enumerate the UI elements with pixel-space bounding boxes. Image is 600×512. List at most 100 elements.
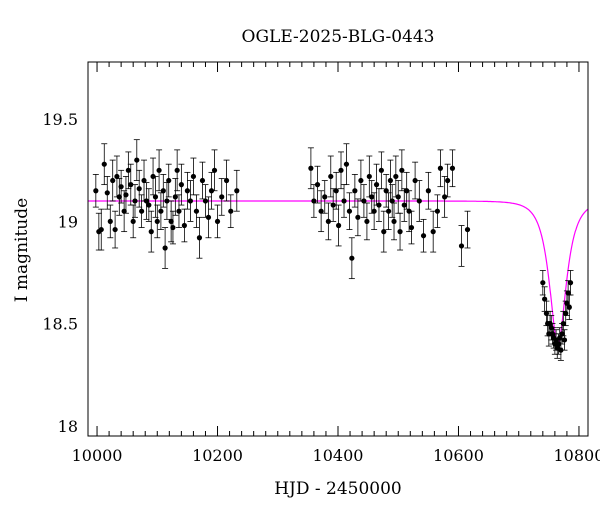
point-marker	[361, 198, 367, 204]
data-point	[434, 194, 441, 228]
data-point	[190, 157, 197, 196]
data-point	[318, 190, 325, 233]
x-tick-labels: 10000 10200 10400 10600 10800	[72, 446, 600, 465]
point-marker	[143, 198, 150, 204]
point-marker	[205, 214, 212, 220]
data-point	[162, 227, 169, 269]
point-marker	[560, 320, 566, 327]
data-point	[122, 176, 129, 214]
point-marker	[333, 188, 339, 194]
point-marker	[399, 167, 405, 173]
data-point	[118, 169, 125, 204]
data-point	[307, 147, 314, 190]
data-point	[378, 151, 385, 190]
x-tick-label: 10600	[433, 446, 484, 465]
data-point	[391, 202, 398, 241]
data-point	[371, 192, 378, 230]
point-marker	[387, 177, 394, 184]
data-point	[416, 180, 423, 222]
data-point	[165, 163, 172, 198]
data-point	[202, 184, 209, 218]
point-marker	[181, 222, 187, 229]
data-point	[458, 225, 465, 267]
point-marker	[110, 177, 116, 184]
model-curve	[88, 200, 588, 345]
data-point	[154, 204, 161, 239]
data-point	[351, 174, 358, 208]
point-marker	[352, 188, 358, 194]
data-point	[205, 196, 212, 239]
data-point	[444, 163, 451, 198]
point-marker	[228, 208, 234, 214]
data-point	[566, 294, 573, 320]
point-marker	[338, 167, 344, 173]
data-point	[383, 174, 390, 208]
data-point	[125, 151, 132, 190]
data-point	[175, 194, 182, 228]
point-marker	[464, 226, 471, 233]
point-marker	[128, 182, 134, 188]
point-marker	[397, 229, 403, 235]
point-marker	[130, 218, 136, 225]
data-point	[223, 159, 230, 202]
point-marker	[364, 218, 370, 225]
point-marker	[116, 194, 122, 200]
data-point	[314, 165, 321, 204]
chart-title: OGLE-2025-BLG-0443	[242, 27, 435, 47]
data-point	[160, 174, 167, 208]
data-point	[127, 163, 134, 206]
point-marker	[156, 167, 162, 173]
point-marker	[349, 255, 355, 261]
data-point	[227, 194, 234, 228]
point-marker	[318, 208, 324, 214]
data-point	[172, 178, 179, 216]
point-marker	[445, 177, 451, 184]
x-tick-label: 10000	[72, 446, 123, 465]
data-point	[156, 149, 163, 192]
point-marker	[425, 188, 431, 194]
x-axis-label: HJD - 2450000	[274, 479, 402, 499]
point-marker	[139, 208, 145, 214]
point-marker	[416, 198, 422, 204]
point-marker	[132, 198, 138, 204]
data-point	[196, 216, 203, 259]
point-marker	[104, 190, 110, 196]
data-point	[398, 149, 405, 192]
data-point	[181, 208, 188, 243]
x-tick-label: 10400	[313, 446, 364, 465]
data-point	[561, 329, 568, 351]
point-marker	[176, 208, 182, 214]
point-marker	[355, 214, 361, 220]
point-marker	[118, 184, 124, 190]
data-point	[539, 270, 546, 296]
point-marker	[193, 208, 200, 214]
axis-ticks	[96, 62, 580, 436]
point-marker	[154, 218, 160, 225]
point-marker	[98, 226, 104, 233]
data-point	[425, 171, 432, 210]
data-point	[368, 180, 375, 214]
point-marker	[172, 194, 178, 200]
point-marker	[341, 198, 347, 204]
data-point	[187, 180, 194, 222]
x-tick-label: 10200	[192, 446, 243, 465]
point-marker	[330, 202, 336, 208]
data-point	[145, 188, 152, 222]
data-point	[310, 184, 317, 218]
data-point	[343, 143, 350, 186]
data-point	[233, 169, 240, 212]
point-marker	[395, 194, 401, 200]
y-axis-label: I magnitude	[12, 198, 32, 302]
data-point	[363, 202, 370, 241]
point-marker	[146, 202, 152, 208]
point-marker	[393, 173, 399, 180]
data-point	[208, 171, 215, 210]
point-marker	[208, 188, 215, 194]
y-tick-labels: 18 18.5 19 19.5	[42, 110, 78, 436]
point-marker	[166, 177, 172, 184]
data-point	[131, 184, 138, 218]
point-marker	[234, 188, 240, 194]
data-point	[348, 237, 355, 280]
point-marker	[366, 173, 372, 180]
point-marker	[112, 226, 118, 233]
